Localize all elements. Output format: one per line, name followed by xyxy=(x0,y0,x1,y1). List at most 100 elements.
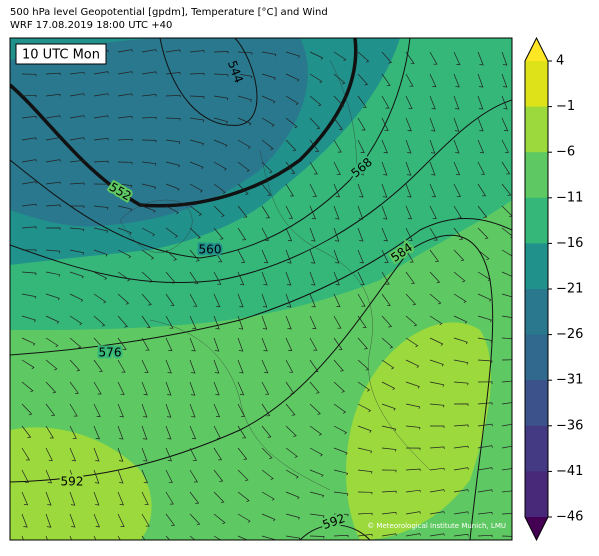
wind-barb xyxy=(261,491,275,501)
wind-barb xyxy=(117,469,124,484)
temp-field xyxy=(10,38,308,227)
wind-barb xyxy=(357,95,367,109)
wind-barb xyxy=(21,203,37,207)
colorbar-tick-label: 4 xyxy=(556,54,564,69)
colorbar-segment xyxy=(525,425,548,472)
wind-barb xyxy=(237,227,247,241)
wind-barb xyxy=(93,491,100,506)
wind-barb xyxy=(405,447,421,451)
wind-barb xyxy=(69,227,85,232)
wind-barb xyxy=(141,94,157,97)
wind-barb xyxy=(501,490,512,493)
wind-barb xyxy=(429,51,438,65)
wind-barb xyxy=(117,447,124,462)
wind-barb xyxy=(333,73,346,85)
wind-barb xyxy=(189,50,205,53)
wind-barb xyxy=(45,249,61,254)
wind-barb xyxy=(213,337,220,352)
wind-barb xyxy=(165,425,172,440)
wind-barb xyxy=(117,138,133,142)
wind-barb xyxy=(477,183,487,197)
wind-barb xyxy=(237,491,250,503)
wind-barb xyxy=(117,271,131,282)
contour-label: 560 xyxy=(199,243,222,257)
contours xyxy=(10,38,512,540)
wind-barb xyxy=(477,293,492,302)
wind-barb xyxy=(213,359,220,374)
wind-barb xyxy=(45,72,61,76)
wind-barb xyxy=(93,447,100,462)
wind-barb xyxy=(453,227,464,240)
wind-barb xyxy=(165,491,174,505)
wind-barb xyxy=(381,425,397,432)
wind-barb xyxy=(333,205,340,220)
wind-barb xyxy=(237,425,247,439)
colorbar-tick-label: −41 xyxy=(556,464,583,479)
wind-barb xyxy=(141,271,154,283)
wind-barb xyxy=(501,73,508,88)
wind-barb xyxy=(261,293,268,308)
wind-barb xyxy=(69,315,83,326)
wind-barb xyxy=(69,469,76,484)
wind-barb xyxy=(261,139,274,151)
wind-barb xyxy=(261,469,274,481)
wind-barb xyxy=(309,249,316,264)
wind-barb xyxy=(165,183,180,191)
wind-barb xyxy=(405,359,420,368)
wind-barb xyxy=(405,511,421,515)
wind-barb xyxy=(357,359,370,371)
wind-barb xyxy=(429,227,438,241)
wind-barb xyxy=(93,71,109,75)
wind-barb xyxy=(477,51,484,66)
wind-barb xyxy=(285,183,295,197)
wind-barb xyxy=(501,380,512,383)
wind-barb xyxy=(381,227,388,242)
wind-barb xyxy=(501,315,512,319)
wind-barb xyxy=(21,513,28,528)
wind-barb xyxy=(21,491,29,506)
wind-barb xyxy=(69,491,76,506)
wind-barb xyxy=(333,447,348,455)
wind-barb xyxy=(189,513,201,526)
wind-barb xyxy=(333,95,345,108)
coastlines xyxy=(119,59,431,491)
title-line: WRF 17.08.2019 18:00 UTC +40 xyxy=(10,20,172,31)
wind-barb xyxy=(405,51,415,65)
wind-barb xyxy=(237,95,253,102)
wind-barb xyxy=(45,137,61,141)
wind-barb xyxy=(333,513,349,517)
wind-barb xyxy=(285,293,292,308)
wind-barb xyxy=(357,512,373,516)
wind-barb xyxy=(429,403,445,408)
wind-barb xyxy=(357,271,365,285)
wind-barb xyxy=(165,139,181,144)
wind-barb xyxy=(21,359,35,370)
wind-barb xyxy=(21,94,37,98)
wind-barb xyxy=(501,183,512,196)
wind-barb xyxy=(213,227,224,240)
wind-barb xyxy=(309,381,320,394)
wind-barb xyxy=(381,359,395,370)
contour-label: 576 xyxy=(99,346,122,360)
wind-barb xyxy=(309,227,316,242)
wind-barb xyxy=(405,73,414,87)
wind-barb xyxy=(381,51,392,64)
wind-barb xyxy=(501,293,512,298)
wind-barb xyxy=(381,95,390,109)
wind-barb xyxy=(117,381,125,395)
wind-barb xyxy=(69,425,77,439)
wind-barb xyxy=(405,337,419,348)
wind-barb xyxy=(381,161,388,176)
wind-barb xyxy=(117,93,133,97)
wind-barb xyxy=(93,271,108,281)
wind-barb xyxy=(165,293,175,307)
wind-barb xyxy=(93,115,109,119)
time-box xyxy=(15,43,107,65)
wind-barb xyxy=(237,469,249,482)
wind-barb xyxy=(357,337,368,350)
wind-barb xyxy=(45,513,52,528)
wind-barb xyxy=(189,183,203,193)
wind-barb xyxy=(165,315,174,329)
wind-barb xyxy=(453,271,466,283)
